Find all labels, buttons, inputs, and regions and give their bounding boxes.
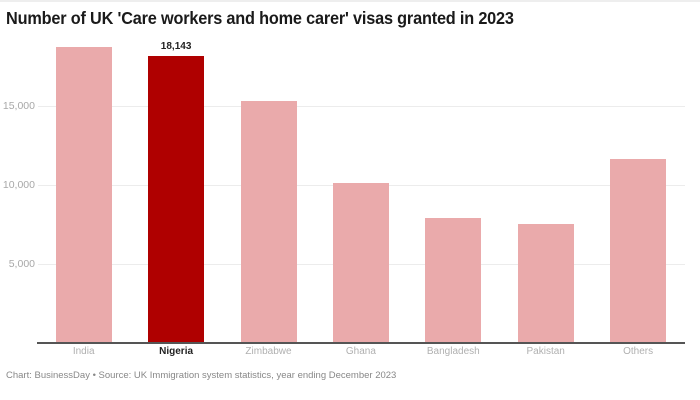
- y-axis-tick-label: 10,000: [2, 178, 35, 191]
- data-label-nigeria: 18,143: [160, 40, 192, 52]
- x-axis-label-nigeria: Nigeria: [159, 346, 194, 357]
- bar-ghana[interactable]: [332, 182, 389, 343]
- chart-title: Number of UK 'Care workers and home care…: [6, 8, 514, 28]
- bar-nigeria[interactable]: [148, 55, 205, 343]
- x-axis-label-bangladesh: Bangladesh: [426, 346, 480, 357]
- bar-others[interactable]: [610, 159, 667, 343]
- x-axis-label-ghana: Ghana: [345, 346, 376, 357]
- x-axis-label-india: India: [72, 346, 95, 357]
- y-axis-tick-label: 5,000: [8, 257, 35, 270]
- x-axis-label-zimbabwe: Zimbabwe: [245, 346, 292, 357]
- bar-india[interactable]: [55, 47, 112, 343]
- x-axis-label-pakistan: Pakistan: [526, 346, 565, 357]
- y-axis-tick-label: 15,000: [2, 99, 35, 112]
- bar-pakistan[interactable]: [517, 224, 574, 343]
- chart-source-credit: Chart: BusinessDay • Source: UK Immigrat…: [6, 370, 397, 381]
- gridline: [38, 105, 685, 107]
- top-rule: [0, 0, 700, 2]
- bar-bangladesh[interactable]: [425, 217, 482, 343]
- x-axis-label-others: Others: [623, 346, 654, 357]
- bar-zimbabwe[interactable]: [240, 101, 297, 343]
- x-axis-baseline: [37, 342, 685, 344]
